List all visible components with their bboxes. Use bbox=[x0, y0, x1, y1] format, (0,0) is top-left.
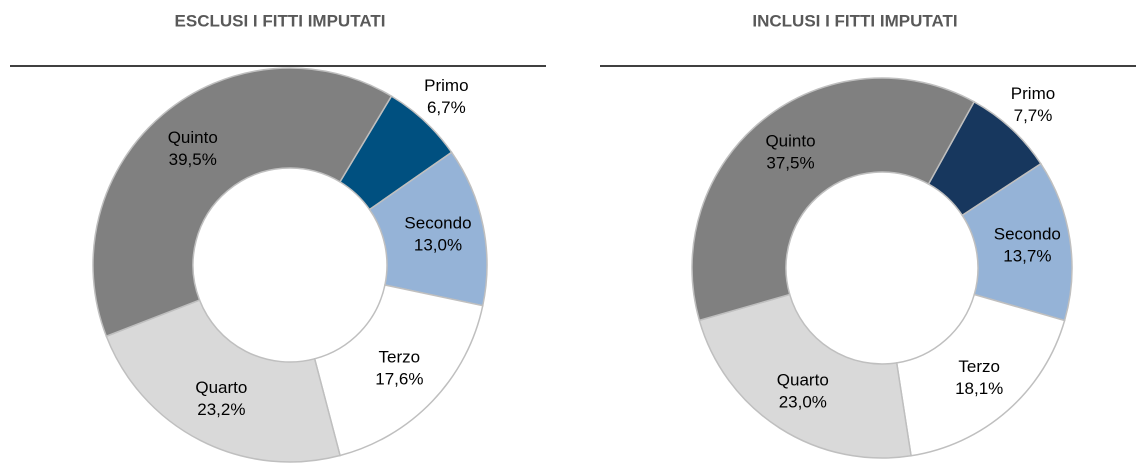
slice-label: 17,6% bbox=[375, 370, 423, 389]
slice-label: 37,5% bbox=[766, 153, 814, 172]
slice-category: Quarto bbox=[195, 378, 247, 397]
slice-category: Quarto bbox=[777, 370, 829, 389]
slice-label: 13,7% bbox=[1003, 246, 1051, 265]
slice-category: Terzo bbox=[379, 348, 421, 367]
chart-title: ESCLUSI I FITTI IMPUTATI bbox=[175, 11, 386, 30]
slice-label: 39,5% bbox=[169, 150, 217, 169]
slice-label: 13,0% bbox=[414, 235, 462, 254]
slice-category: Primo bbox=[1011, 84, 1055, 103]
slice-category: Terzo bbox=[958, 357, 1000, 376]
donut-slice bbox=[691, 77, 976, 322]
donut-slice bbox=[313, 284, 484, 457]
donut-slice bbox=[698, 293, 912, 459]
slice-label: 6,7% bbox=[427, 98, 466, 117]
slice-label: 7,7% bbox=[1014, 106, 1053, 125]
slice-category: Quinto bbox=[168, 128, 218, 147]
donut-slice bbox=[92, 67, 393, 338]
chart-title: INCLUSI I FITTI IMPUTATI bbox=[752, 11, 957, 30]
slice-category: Secondo bbox=[994, 224, 1061, 243]
slice-label: 23,0% bbox=[779, 392, 827, 411]
donut-slice bbox=[895, 293, 1066, 457]
slice-label: 18,1% bbox=[955, 379, 1003, 398]
slice-category: Secondo bbox=[404, 213, 471, 232]
slice-category: Quinto bbox=[765, 131, 815, 150]
donut-slice bbox=[105, 299, 341, 463]
slice-label: 23,2% bbox=[197, 400, 245, 419]
slice-category: Primo bbox=[424, 76, 468, 95]
